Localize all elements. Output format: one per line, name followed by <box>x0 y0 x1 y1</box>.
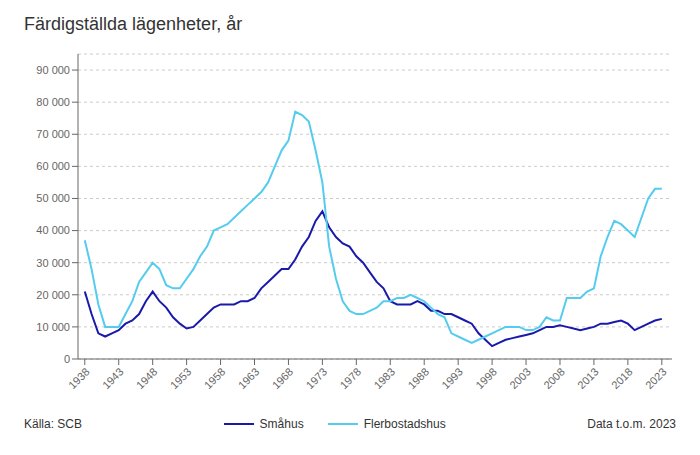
svg-text:2018: 2018 <box>609 365 635 391</box>
svg-text:2023: 2023 <box>643 365 669 391</box>
svg-text:1953: 1953 <box>168 365 194 391</box>
svg-text:90 000: 90 000 <box>36 64 70 76</box>
svg-text:20 000: 20 000 <box>36 289 70 301</box>
svg-text:1998: 1998 <box>473 365 499 391</box>
html-text:Data t.o.m. 2023: Data t.o.m. 2023 <box>587 417 676 431</box>
svg-text:1938: 1938 <box>66 365 92 391</box>
svg-text:0: 0 <box>64 353 70 365</box>
svg-text:40 000: 40 000 <box>36 224 70 236</box>
html-text:Färdigställda lägenheter, år: Färdigställda lägenheter, år <box>24 14 243 34</box>
svg-text:1948: 1948 <box>134 365 160 391</box>
svg-text:1963: 1963 <box>236 365 262 391</box>
svg-text:1958: 1958 <box>202 365 228 391</box>
svg-text:50 000: 50 000 <box>36 192 70 204</box>
html-text:Källa: SCB: Källa: SCB <box>24 417 82 431</box>
svg-text:60 000: 60 000 <box>36 160 70 172</box>
svg-text:2003: 2003 <box>507 365 533 391</box>
svg-text:2013: 2013 <box>575 365 601 391</box>
svg-text:1943: 1943 <box>100 365 126 391</box>
svg-text:1968: 1968 <box>270 365 296 391</box>
html-text:Flerbostadshus: Flerbostadshus <box>363 417 446 431</box>
svg-text:80 000: 80 000 <box>36 96 70 108</box>
svg-text:2008: 2008 <box>541 365 567 391</box>
svg-text:1983: 1983 <box>371 365 397 391</box>
svg-text:10 000: 10 000 <box>36 321 70 333</box>
svg-text:1973: 1973 <box>304 365 330 391</box>
svg-text:1993: 1993 <box>439 365 465 391</box>
svg-text:1988: 1988 <box>405 365 431 391</box>
svg-text:1978: 1978 <box>337 365 363 391</box>
svg-text:30 000: 30 000 <box>36 257 70 269</box>
html-text:Småhus: Småhus <box>259 417 304 431</box>
svg-text:70 000: 70 000 <box>36 128 70 140</box>
